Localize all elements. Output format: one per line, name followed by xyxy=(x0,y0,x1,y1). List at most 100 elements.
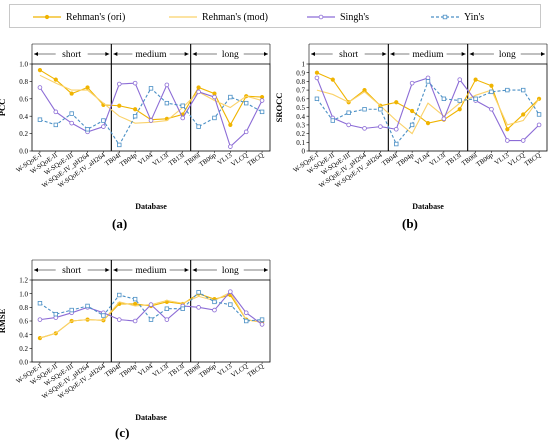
y-axis: 0.0 0.2 0.4 0.6 0.8 1.0 1.2 xyxy=(19,277,32,367)
x-tick-label: VL13l xyxy=(151,152,170,168)
group-header: short medium long xyxy=(34,48,268,60)
group-arrow-head xyxy=(264,268,268,272)
x-tick-label: TB06p xyxy=(475,152,495,169)
y-tick-label: 0.2 xyxy=(296,130,305,138)
data-point xyxy=(196,124,201,129)
series-rehman-s-mod xyxy=(316,89,540,135)
panel-label-c: (c) xyxy=(115,425,130,440)
y-tick-label: 1 xyxy=(302,61,306,69)
y-tick-label: 0.6 xyxy=(19,95,28,103)
x-tick-label: VLCQ xyxy=(230,152,249,168)
group-label-short: short xyxy=(62,50,81,60)
x-tick-label: TB04p xyxy=(396,152,416,169)
group-label-medium: medium xyxy=(412,50,444,60)
x-tick-label: VLCQ xyxy=(230,363,249,379)
y-tick-label: 0.8 xyxy=(296,78,305,86)
chart-panel-c: short medium long 0.0 0.2 0.4 0.6 0.8 1.0 1.2 RMSE… xyxy=(0,259,271,422)
data-point xyxy=(69,120,74,126)
legend-swatch-yin-s xyxy=(431,14,459,20)
data-point xyxy=(148,118,154,123)
x-axis-label: Database xyxy=(412,202,444,211)
data-point xyxy=(132,318,138,324)
data-point xyxy=(148,302,154,307)
data-point xyxy=(259,317,265,322)
y-axis-label: PCC xyxy=(0,99,7,116)
x-axis-label: Database xyxy=(135,202,167,211)
group-arrow-head xyxy=(113,52,118,56)
group-label-medium: medium xyxy=(135,266,167,276)
legend: Rehman's (ori) Rehman's (mod) Singh's Yin's xyxy=(0,0,550,36)
data-point xyxy=(164,100,170,106)
group-arrow-head xyxy=(541,52,545,56)
data-point xyxy=(53,77,58,82)
series-line xyxy=(39,291,263,339)
y-tick-label: 0.9 xyxy=(296,69,305,77)
y-tick-label: 0.4 xyxy=(19,113,28,121)
data-point xyxy=(37,317,43,322)
data-point xyxy=(346,122,351,128)
group-arrow-head xyxy=(192,268,197,272)
series-singh-s xyxy=(37,80,265,149)
data-point xyxy=(196,305,201,310)
data-point xyxy=(164,306,170,311)
data-point xyxy=(196,290,201,295)
legend-swatch-rehman-s-mod xyxy=(169,16,197,18)
y-tick-label: 0.2 xyxy=(19,345,28,353)
data-point xyxy=(457,98,462,103)
data-point xyxy=(243,129,249,135)
y-tick-label: 0.3 xyxy=(296,122,305,130)
data-point xyxy=(212,115,217,121)
legend-box: Rehman's (ori) Rehman's (mod) Singh's Yin's xyxy=(9,4,541,28)
group-label-long: long xyxy=(222,266,239,276)
data-point xyxy=(259,98,265,103)
data-point xyxy=(101,313,106,318)
data-point xyxy=(314,70,320,75)
data-point xyxy=(314,75,320,81)
data-point xyxy=(362,126,367,131)
data-point xyxy=(489,83,494,88)
data-point xyxy=(409,122,415,128)
data-point xyxy=(259,109,265,115)
data-point xyxy=(133,107,138,112)
y-tick-label: 0.1 xyxy=(296,139,305,147)
data-point xyxy=(37,117,43,122)
data-point xyxy=(362,107,367,112)
x-tick-label: TBCQ xyxy=(523,152,542,168)
series-line xyxy=(316,89,540,135)
chart-panel-a: short medium long 0.0 0.2 0.4 0.6 0.8 1.0 PCC W-SQ… xyxy=(0,43,271,211)
group-arrow-head xyxy=(390,52,395,56)
legend-marker xyxy=(318,14,324,20)
group-label-bg xyxy=(332,48,365,59)
data-point xyxy=(132,114,138,119)
data-point xyxy=(243,100,249,106)
series-line xyxy=(316,77,540,142)
data-point xyxy=(425,121,431,126)
y-tick-label: 0.4 xyxy=(19,331,28,339)
data-point xyxy=(85,303,90,309)
series-singh-s xyxy=(314,75,542,143)
group-label-bg xyxy=(216,48,244,59)
x-tick-label: VL13l xyxy=(428,152,447,168)
y-axis: 00.10.20.30.40.50.60.70.80.91 xyxy=(296,61,309,156)
data-point xyxy=(505,138,510,143)
legend-marker xyxy=(44,14,50,20)
data-point xyxy=(180,306,185,311)
data-point xyxy=(378,124,383,129)
data-point xyxy=(117,292,122,298)
data-point xyxy=(243,318,249,324)
group-label-bg xyxy=(216,264,244,275)
series-line xyxy=(39,293,263,339)
data-point xyxy=(228,94,233,100)
data-point xyxy=(259,322,265,327)
data-point xyxy=(330,77,335,82)
data-point xyxy=(520,138,526,143)
legend-item-rehman-s-ori: Rehman's (ori) xyxy=(32,5,125,29)
data-point xyxy=(489,89,494,95)
data-point xyxy=(37,67,43,73)
data-point xyxy=(228,122,233,127)
y-tick-label: 0 xyxy=(302,148,306,156)
data-point xyxy=(132,296,138,302)
data-point xyxy=(69,307,74,313)
data-point xyxy=(536,112,542,117)
group-label-bg xyxy=(55,48,88,59)
